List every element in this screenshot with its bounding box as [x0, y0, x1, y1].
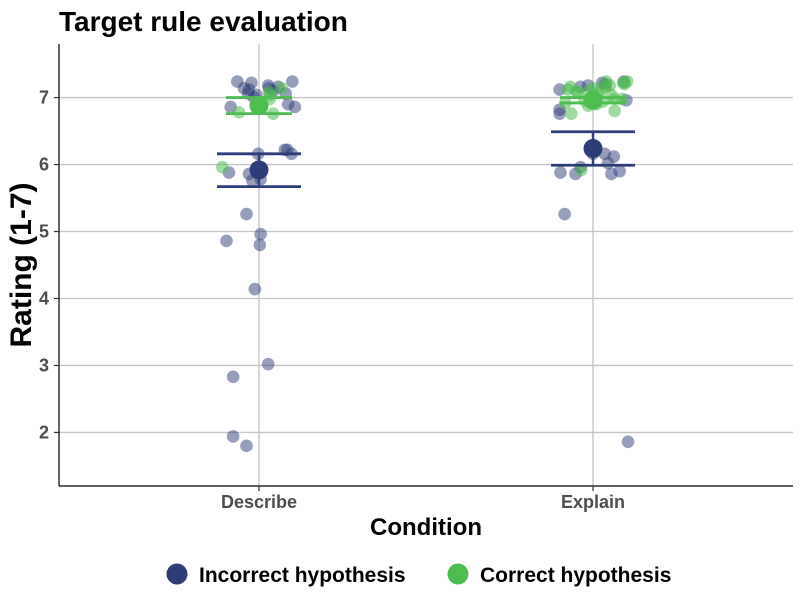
incorrect-hypothesis-point [558, 207, 571, 221]
y-tick-label: 2 [39, 422, 49, 442]
y-tick-label: 7 [39, 88, 49, 108]
legend-label-correct: Correct hypothesis [480, 564, 671, 587]
y-tick-label: 4 [39, 288, 49, 308]
incorrect-hypothesis-point [553, 107, 566, 120]
x-tick-label: Describe [221, 492, 297, 512]
correct-hypothesis-point [616, 76, 630, 90]
legend: Incorrect hypothesis Correct hypothesis [166, 563, 671, 587]
legend-key-correct [447, 563, 469, 585]
incorrect-hypothesis-point [226, 370, 240, 384]
incorrect-mean-point [249, 160, 269, 180]
incorrect-hypothesis-point [226, 430, 240, 443]
axes [54, 44, 793, 491]
incorrect-hypothesis-point [613, 164, 626, 178]
gridlines [59, 44, 793, 486]
x-axis-title: Condition [370, 514, 482, 541]
correct-hypothesis-point [565, 107, 578, 120]
correct-hypothesis-point [603, 79, 616, 92]
correct-mean-point [249, 96, 269, 116]
incorrect-mean-point [583, 138, 603, 158]
incorrect-hypothesis-point [240, 207, 253, 221]
y-tick-label: 3 [39, 355, 49, 375]
incorrect-hypothesis-point [281, 97, 295, 111]
legend-label-incorrect: Incorrect hypothesis [199, 564, 406, 587]
incorrect-hypothesis-point [286, 75, 299, 88]
incorrect-hypothesis-point [261, 357, 275, 371]
correct-hypothesis-point [216, 160, 229, 174]
correct-hypothesis-point [275, 81, 288, 95]
correct-mean-point [583, 90, 603, 110]
incorrect-hypothesis-point [248, 282, 262, 296]
incorrect-hypothesis-point [253, 238, 267, 252]
y-tick-label: 5 [39, 222, 49, 242]
correct-hypothesis-point [608, 104, 621, 118]
incorrect-hypothesis-point [220, 234, 233, 248]
incorrect-hypothesis-point [621, 435, 635, 449]
y-axis-title: Rating (1-7) [5, 183, 38, 348]
incorrect-hypothesis-point [240, 439, 253, 453]
incorrect-hypothesis-point [554, 166, 567, 179]
legend-key-incorrect [166, 563, 188, 585]
summary-marks [217, 90, 635, 189]
tick-labels: 2 3 4 5 6 7 Describe Explain [39, 88, 625, 512]
chart-title: Target rule evaluation [59, 6, 348, 37]
correct-hypothesis-point [575, 163, 588, 177]
incorrect-hypothesis-point [254, 227, 267, 241]
y-tick-label: 6 [39, 155, 49, 175]
incorrect-hypothesis-point [245, 76, 258, 90]
incorrect-hypothesis-point [607, 150, 621, 163]
x-tick-label: Explain [561, 492, 625, 512]
